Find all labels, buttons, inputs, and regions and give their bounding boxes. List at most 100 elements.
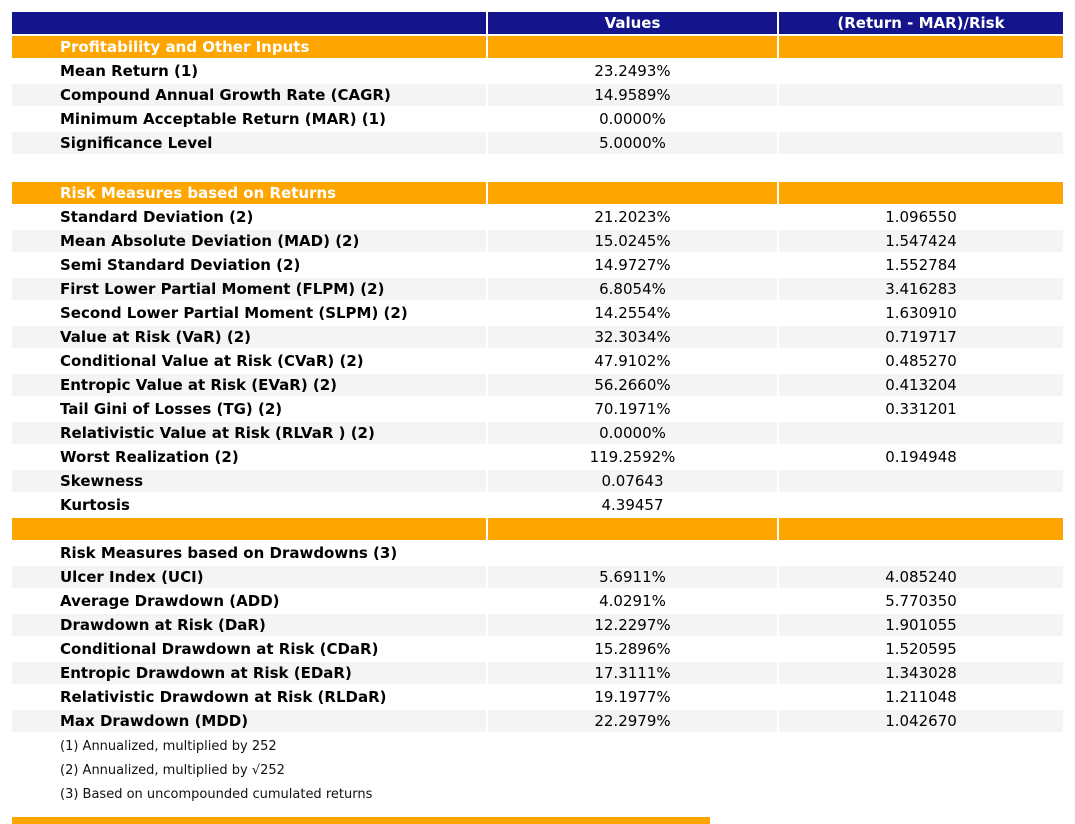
metric-label-cell: Second Lower Partial Moment (SLPM) (2) xyxy=(12,302,488,324)
metric-label-cell xyxy=(12,518,488,540)
metric-label-cell: Value at Risk (VaR) (2) xyxy=(12,326,488,348)
footnotes: (1) Annualized, multiplied by 252 (2) Ann… xyxy=(12,734,1063,806)
ratio-cell: 0.194948 xyxy=(885,448,957,466)
value-cell: 17.3111% xyxy=(488,662,779,684)
ratio-cell xyxy=(779,518,1063,540)
table-row: Standard Deviation (2) 21.2023% 1.096550 xyxy=(12,206,1063,230)
value-cell: 47.9102% xyxy=(488,350,779,372)
table-row: Conditional Value at Risk (CVaR) (2) 47.9… xyxy=(12,350,1063,374)
value-cell: 14.9727% xyxy=(488,254,779,276)
table-row: Ulcer Index (UCI) 5.6911% 4.085240 xyxy=(12,566,1063,590)
table-row: Compound Annual Growth Rate (CAGR) 14.958… xyxy=(12,84,1063,108)
ratio-cell: 5.770350 xyxy=(885,592,957,610)
value-cell: 19.1977% xyxy=(488,686,779,708)
value-cell: 14.9589% xyxy=(488,84,779,106)
header-metric-column xyxy=(12,12,488,34)
ratio-cell xyxy=(779,494,1063,516)
metric-label-cell: Mean Return (1) xyxy=(12,60,488,82)
table-row: Tail Gini of Losses (TG) (2) 70.1971% 0.33… xyxy=(12,398,1063,422)
table-row: Minimum Acceptable Return (MAR) (1) 0.000… xyxy=(12,108,1063,132)
metric-label-cell: Entropic Drawdown at Risk (EDaR) xyxy=(12,662,488,684)
metric-label-cell: Risk Measures based on Returns xyxy=(12,182,488,204)
value-cell: 23.2493% xyxy=(488,60,779,82)
metric-label-cell: Compound Annual Growth Rate (CAGR) xyxy=(12,84,488,106)
metric-label-cell: Risk Measures based on Drawdowns (3) xyxy=(12,542,488,564)
value-cell: 22.2979% xyxy=(488,710,779,732)
table-row: Max Drawdown (MDD) 22.2979% 1.042670 xyxy=(12,710,1063,734)
value-cell: 15.0245% xyxy=(488,230,779,252)
table-header-row: Values (Return - MAR)/Risk xyxy=(12,12,1063,36)
table-row: Mean Absolute Deviation (MAD) (2) 15.0245… xyxy=(12,230,1063,254)
ratio-cell: 3.416283 xyxy=(885,280,957,298)
table-row: Average Drawdown (ADD) 4.0291% 5.770350 xyxy=(12,590,1063,614)
ratio-cell: 1.096550 xyxy=(885,208,957,226)
ratio-cell: 1.547424 xyxy=(885,232,957,250)
value-cell: 15.2896% xyxy=(488,638,779,660)
ratio-cell: 0.719717 xyxy=(885,328,957,346)
ratio-cell: 0.413204 xyxy=(885,376,957,394)
metric-label-cell: Minimum Acceptable Return (MAR) (1) xyxy=(12,108,488,130)
ratio-cell xyxy=(779,108,1063,130)
table-row: Skewness 0.07643 xyxy=(12,470,1063,494)
ratio-cell xyxy=(779,182,1063,204)
value-cell xyxy=(488,542,779,564)
footnote: (2) Annualized, multiplied by √252 xyxy=(12,758,1063,782)
report-table-body: Profitability and Other Inputs Mean Retur… xyxy=(12,36,1063,734)
table-row: Risk Measures based on Drawdowns (3) xyxy=(12,542,1063,566)
value-cell: 32.3034% xyxy=(488,326,779,348)
risk-report-table: Values (Return - MAR)/Risk Profitability… xyxy=(12,12,1063,806)
value-cell: 119.2592% xyxy=(488,446,779,468)
value-cell: 6.8054% xyxy=(488,278,779,300)
metric-label-cell: Entropic Value at Risk (EVaR) (2) xyxy=(12,374,488,396)
cropped-section-row xyxy=(12,817,710,824)
ratio-cell xyxy=(779,132,1063,154)
ratio-cell: 1.211048 xyxy=(885,688,957,706)
table-row: Relativistic Value at Risk (RLVaR ) (2) 0… xyxy=(12,422,1063,446)
table-row: Entropic Value at Risk (EVaR) (2) 56.2660… xyxy=(12,374,1063,398)
ratio-cell: 1.343028 xyxy=(885,664,957,682)
table-row: Semi Standard Deviation (2) 14.9727% 1.552… xyxy=(12,254,1063,278)
ratio-cell: 1.520595 xyxy=(885,640,957,658)
section-header-row: Profitability and Other Inputs xyxy=(12,36,1063,60)
header-values-column: Values xyxy=(488,12,779,34)
ratio-cell: 1.630910 xyxy=(885,304,957,322)
metric-label-cell: Significance Level xyxy=(12,132,488,154)
header-ratio-column: (Return - MAR)/Risk xyxy=(837,14,1005,32)
value-cell: 70.1971% xyxy=(488,398,779,420)
value-cell: 56.2660% xyxy=(488,374,779,396)
ratio-cell: 1.901055 xyxy=(885,616,957,634)
metric-label-cell: Relativistic Value at Risk (RLVaR ) (2) xyxy=(12,422,488,444)
table-row: Kurtosis 4.39457 xyxy=(12,494,1063,518)
ratio-cell: 0.485270 xyxy=(885,352,957,370)
ratio-cell: 1.042670 xyxy=(885,712,957,730)
table-row: Second Lower Partial Moment (SLPM) (2) 14… xyxy=(12,302,1063,326)
table-row: Significance Level 5.0000% xyxy=(12,132,1063,156)
metric-label-cell: Conditional Drawdown at Risk (CDaR) xyxy=(12,638,488,660)
ratio-cell xyxy=(779,422,1063,444)
table-row: Relativistic Drawdown at Risk (RLDaR) 19.… xyxy=(12,686,1063,710)
ratio-cell: 4.085240 xyxy=(885,568,957,586)
metric-label-cell: Semi Standard Deviation (2) xyxy=(12,254,488,276)
ratio-cell: 1.552784 xyxy=(885,256,957,274)
value-cell xyxy=(488,518,779,540)
metric-label-cell: Tail Gini of Losses (TG) (2) xyxy=(12,398,488,420)
value-cell: 12.2297% xyxy=(488,614,779,636)
value-cell: 0.07643 xyxy=(488,470,779,492)
metric-label-cell: Relativistic Drawdown at Risk (RLDaR) xyxy=(12,686,488,708)
ratio-cell xyxy=(779,60,1063,82)
table-row: Value at Risk (VaR) (2) 32.3034% 0.719717 xyxy=(12,326,1063,350)
ratio-cell: 0.331201 xyxy=(885,400,957,418)
metric-label-cell: Max Drawdown (MDD) xyxy=(12,710,488,732)
value-cell: 0.0000% xyxy=(488,108,779,130)
value-cell: 4.39457 xyxy=(488,494,779,516)
metric-label-cell: Kurtosis xyxy=(12,494,488,516)
metric-label-cell: Worst Realization (2) xyxy=(12,446,488,468)
table-row: Worst Realization (2) 119.2592% 0.194948 xyxy=(12,446,1063,470)
metric-label-cell: Standard Deviation (2) xyxy=(12,206,488,228)
metric-label-cell: Average Drawdown (ADD) xyxy=(12,590,488,612)
spacer-row xyxy=(12,156,1063,182)
table-row: First Lower Partial Moment (FLPM) (2) 6.8… xyxy=(12,278,1063,302)
ratio-cell xyxy=(779,84,1063,106)
value-cell: 5.0000% xyxy=(488,132,779,154)
section-divider-row xyxy=(12,518,1063,542)
